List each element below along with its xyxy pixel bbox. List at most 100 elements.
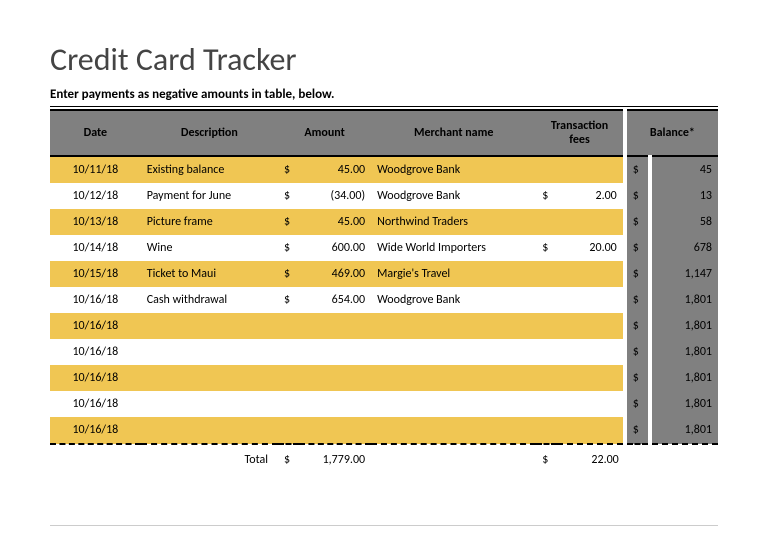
cell-fee[interactable] xyxy=(557,156,624,183)
cell-description[interactable] xyxy=(141,339,278,365)
cell-merchant[interactable] xyxy=(371,339,536,365)
table-row[interactable]: 10/14/18Wine$600.00Wide World Importers$… xyxy=(50,235,718,261)
cell-description[interactable]: Payment for June xyxy=(141,183,278,209)
cell-amount[interactable]: 600.00 xyxy=(299,235,371,261)
cell-fee[interactable] xyxy=(557,391,624,417)
cell-amount[interactable]: 45.00 xyxy=(299,209,371,235)
cell-merchant[interactable]: Woodgrove Bank xyxy=(371,287,536,313)
cell-amount[interactable] xyxy=(299,365,371,391)
cell-balance[interactable]: 13 xyxy=(650,183,718,209)
cell-fee-symbol[interactable]: $ xyxy=(536,183,557,209)
cell-amount[interactable]: (34.00) xyxy=(299,183,371,209)
cell-description[interactable] xyxy=(141,365,278,391)
cell-fee-symbol[interactable] xyxy=(536,339,557,365)
cell-balance-symbol[interactable]: $ xyxy=(625,209,651,235)
cell-balance[interactable]: 58 xyxy=(650,209,718,235)
cell-date[interactable]: 10/16/18 xyxy=(50,365,141,391)
cell-balance[interactable]: 1,147 xyxy=(650,261,718,287)
cell-amount-symbol[interactable] xyxy=(278,313,299,339)
cell-fee[interactable]: 20.00 xyxy=(557,235,624,261)
cell-description[interactable] xyxy=(141,391,278,417)
cell-date[interactable]: 10/14/18 xyxy=(50,235,141,261)
cell-fee-symbol[interactable] xyxy=(536,365,557,391)
cell-amount[interactable] xyxy=(299,391,371,417)
cell-date[interactable]: 10/15/18 xyxy=(50,261,141,287)
cell-date[interactable]: 10/13/18 xyxy=(50,209,141,235)
cell-amount-symbol[interactable] xyxy=(278,365,299,391)
cell-amount-symbol[interactable] xyxy=(278,417,299,444)
cell-date[interactable]: 10/16/18 xyxy=(50,287,141,313)
cell-balance[interactable]: 1,801 xyxy=(650,391,718,417)
cell-merchant[interactable] xyxy=(371,391,536,417)
cell-amount-symbol[interactable] xyxy=(278,391,299,417)
table-row[interactable]: 10/11/18Existing balance$45.00Woodgrove … xyxy=(50,156,718,183)
cell-merchant[interactable]: Margie's Travel xyxy=(371,261,536,287)
cell-merchant[interactable] xyxy=(371,313,536,339)
cell-balance[interactable]: 1,801 xyxy=(650,313,718,339)
table-row[interactable]: 10/13/18Picture frame$45.00Northwind Tra… xyxy=(50,209,718,235)
cell-amount-symbol[interactable]: $ xyxy=(278,235,299,261)
cell-balance-symbol[interactable]: $ xyxy=(625,183,651,209)
cell-balance-symbol[interactable]: $ xyxy=(625,313,651,339)
col-header-date[interactable]: Date xyxy=(50,110,141,156)
cell-description[interactable]: Picture frame xyxy=(141,209,278,235)
col-header-merchant[interactable]: Merchant name xyxy=(371,110,536,156)
col-header-balance[interactable]: Balance* xyxy=(625,110,718,156)
cell-description[interactable] xyxy=(141,417,278,444)
table-row[interactable]: 10/16/18Cash withdrawal$654.00Woodgrove … xyxy=(50,287,718,313)
cell-amount[interactable]: 469.00 xyxy=(299,261,371,287)
cell-fee-symbol[interactable] xyxy=(536,313,557,339)
cell-merchant[interactable] xyxy=(371,417,536,444)
cell-fee-symbol[interactable]: $ xyxy=(536,235,557,261)
cell-balance[interactable]: 45 xyxy=(650,156,718,183)
cell-description[interactable]: Cash withdrawal xyxy=(141,287,278,313)
table-row[interactable]: 10/16/18 $1,801 xyxy=(50,365,718,391)
cell-fee-symbol[interactable] xyxy=(536,209,557,235)
cell-balance[interactable]: 1,801 xyxy=(650,287,718,313)
cell-fee-symbol[interactable] xyxy=(536,287,557,313)
cell-merchant[interactable]: Wide World Importers xyxy=(371,235,536,261)
cell-balance-symbol[interactable]: $ xyxy=(625,156,651,183)
cell-amount-symbol[interactable] xyxy=(278,339,299,365)
cell-merchant[interactable]: Woodgrove Bank xyxy=(371,156,536,183)
cell-fee[interactable] xyxy=(557,339,624,365)
cell-amount[interactable]: 45.00 xyxy=(299,156,371,183)
cell-amount[interactable] xyxy=(299,417,371,444)
cell-balance-symbol[interactable]: $ xyxy=(625,287,651,313)
cell-balance-symbol[interactable]: $ xyxy=(625,261,651,287)
cell-fee-symbol[interactable] xyxy=(536,391,557,417)
table-row[interactable]: 10/16/18 $1,801 xyxy=(50,313,718,339)
cell-fee[interactable] xyxy=(557,209,624,235)
cell-date[interactable]: 10/16/18 xyxy=(50,391,141,417)
table-row[interactable]: 10/15/18Ticket to Maui$469.00Margie's Tr… xyxy=(50,261,718,287)
table-row[interactable]: 10/16/18 $1,801 xyxy=(50,417,718,444)
cell-merchant[interactable] xyxy=(371,365,536,391)
cell-description[interactable]: Ticket to Maui xyxy=(141,261,278,287)
cell-fee-symbol[interactable] xyxy=(536,156,557,183)
cell-amount[interactable] xyxy=(299,339,371,365)
cell-date[interactable]: 10/16/18 xyxy=(50,313,141,339)
cell-balance[interactable]: 678 xyxy=(650,235,718,261)
col-header-amount[interactable]: Amount xyxy=(278,110,371,156)
table-row[interactable]: 10/12/18Payment for June$(34.00)Woodgrov… xyxy=(50,183,718,209)
cell-balance-symbol[interactable]: $ xyxy=(625,365,651,391)
cell-amount[interactable] xyxy=(299,313,371,339)
cell-date[interactable]: 10/16/18 xyxy=(50,417,141,444)
cell-description[interactable]: Wine xyxy=(141,235,278,261)
cell-fee[interactable] xyxy=(557,417,624,444)
cell-fee[interactable] xyxy=(557,287,624,313)
cell-balance[interactable]: 1,801 xyxy=(650,365,718,391)
cell-fee[interactable] xyxy=(557,365,624,391)
cell-date[interactable]: 10/12/18 xyxy=(50,183,141,209)
cell-date[interactable]: 10/16/18 xyxy=(50,339,141,365)
cell-amount-symbol[interactable]: $ xyxy=(278,261,299,287)
cell-balance-symbol[interactable]: $ xyxy=(625,417,651,444)
cell-balance[interactable]: 1,801 xyxy=(650,417,718,444)
cell-fee[interactable] xyxy=(557,313,624,339)
col-header-fees[interactable]: Transaction fees xyxy=(536,110,624,156)
table-row[interactable]: 10/16/18$1,801 xyxy=(50,339,718,365)
cell-balance-symbol[interactable]: $ xyxy=(625,235,651,261)
table-row[interactable]: 10/16/18 $1,801 xyxy=(50,391,718,417)
cell-balance-symbol[interactable]: $ xyxy=(625,391,651,417)
cell-fee[interactable] xyxy=(557,261,624,287)
